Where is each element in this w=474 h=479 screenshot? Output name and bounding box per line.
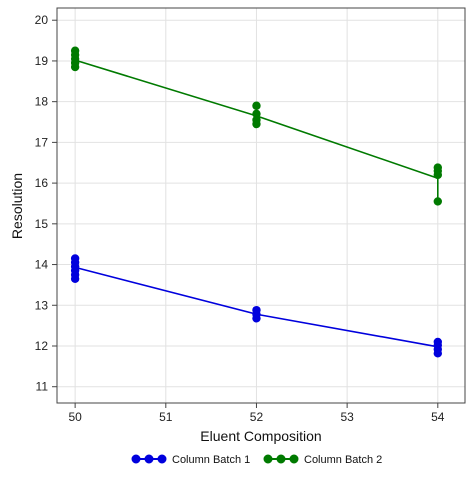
x-tick-label: 52 (250, 410, 264, 424)
ticks: 50 51 52 53 54 11 12 13 14 15 16 17 18 19 20 (35, 13, 445, 424)
y-tick-label: 11 (36, 380, 49, 394)
legend-marker-batch-2 (276, 454, 286, 464)
y-tick-label: 13 (35, 298, 49, 312)
series-layer (70, 46, 442, 358)
y-tick-label: 20 (35, 13, 49, 27)
y-tick-label: 19 (35, 54, 49, 68)
legend-label-batch-1: Column Batch 1 (172, 454, 250, 466)
series-2 (70, 46, 442, 206)
x-tick-label: 54 (431, 410, 445, 424)
y-tick-label: 17 (35, 135, 49, 149)
y-tick-label: 12 (35, 339, 49, 353)
series-2-point (433, 163, 442, 172)
series-1-point (252, 305, 261, 315)
x-tick-label: 51 (159, 410, 173, 424)
series-2-point (252, 115, 261, 125)
series-2-point (252, 101, 261, 110)
legend-item-batch-1: Column Batch 1 (131, 454, 250, 466)
series-1-point (433, 337, 442, 347)
legend-marker-batch-2 (263, 454, 273, 464)
plot-frame (56, 7, 466, 404)
series-2-point (433, 197, 442, 206)
y-tick-label: 15 (35, 217, 49, 231)
series-2-point (70, 46, 80, 55)
y-tick-label: 18 (35, 95, 49, 109)
legend-marker-batch-1 (131, 454, 141, 464)
legend: Column Batch 1 Column Batch 2 (131, 454, 382, 466)
legend-item-batch-2: Column Batch 2 (263, 454, 382, 466)
y-tick-label: 14 (35, 258, 49, 272)
legend-marker-batch-1 (144, 454, 154, 464)
x-tick-label: 50 (68, 410, 82, 424)
x-tick-label: 53 (340, 410, 354, 424)
legend-label-batch-2: Column Batch 2 (304, 454, 382, 466)
series-2-point (252, 109, 261, 119)
series-1 (70, 254, 442, 358)
legend-marker-batch-2 (289, 454, 299, 464)
series-1-point (70, 254, 80, 263)
y-tick-label: 16 (35, 176, 49, 190)
x-axis-title: Eluent Composition (200, 428, 321, 444)
legend-marker-batch-1 (157, 454, 167, 464)
y-axis-title: Resolution (9, 173, 25, 239)
